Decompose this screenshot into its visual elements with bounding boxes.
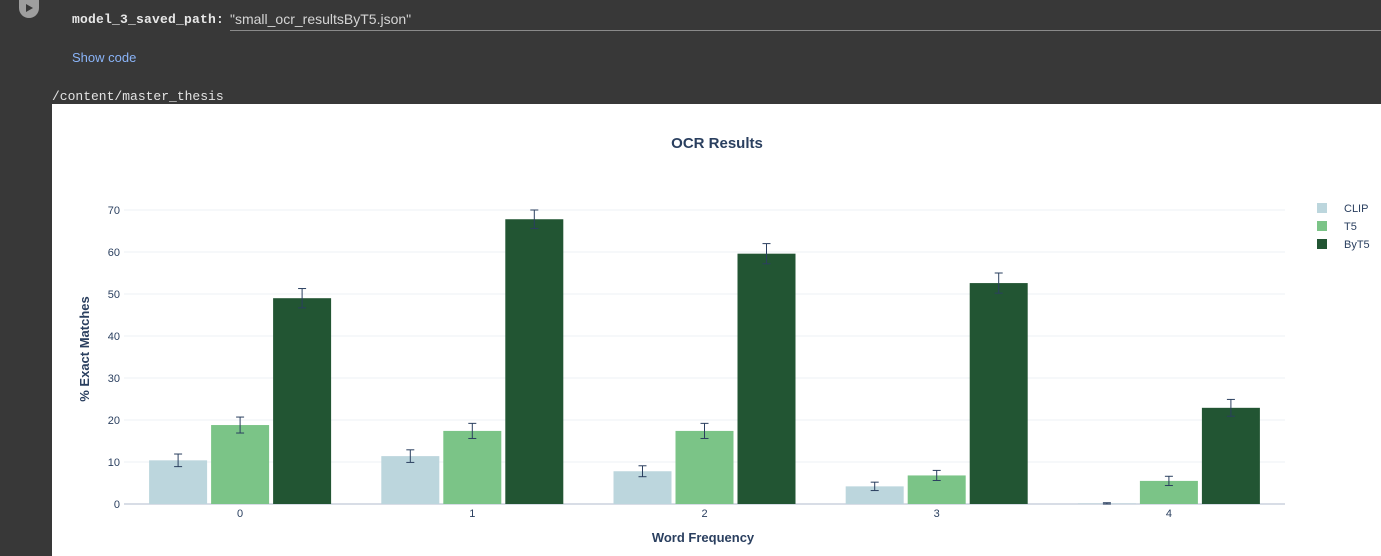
x-axis-title: Word Frequency	[652, 530, 755, 545]
play-icon	[26, 4, 33, 12]
output-text: /content/master_thesis	[52, 89, 224, 104]
y-axis-title: % Exact Matches	[77, 296, 92, 402]
y-tick-label: 40	[108, 331, 120, 343]
run-cell-button[interactable]	[19, 0, 39, 18]
param-label: model_3_saved_path:	[72, 12, 225, 27]
show-code-link[interactable]: Show code	[72, 50, 137, 65]
bar-byt5-4	[1201, 407, 1260, 504]
bar-byt5-1	[505, 219, 564, 504]
y-tick-label: 0	[114, 499, 120, 511]
model-path-input[interactable]: "small_ocr_resultsByT5.json"	[230, 8, 1381, 31]
chart-panel: 0 10 20 30 40 50 60 70 0 1 2 3 4 CLIP T5 ByT5 OCR Res…	[52, 104, 1381, 556]
y-tick-label: 60	[108, 247, 120, 259]
bar-clip-1	[381, 456, 440, 504]
bar-t5-2	[675, 430, 734, 504]
cell-gutter	[0, 0, 52, 556]
legend-item-byt5[interactable]: ByT5	[1317, 239, 1370, 251]
legend-swatch	[1317, 203, 1327, 213]
legend-label: T5	[1344, 221, 1357, 233]
x-tick-labels: 0 1 2 3 4	[237, 508, 1172, 520]
y-tick-label: 20	[108, 415, 120, 427]
bar-byt5-0	[273, 298, 332, 504]
legend-label: CLIP	[1344, 203, 1368, 215]
y-tick-label: 10	[108, 457, 120, 469]
x-tick-label: 2	[701, 508, 707, 520]
bar-t5-0	[211, 425, 270, 504]
x-tick-label: 4	[1166, 508, 1172, 520]
legend-item-clip[interactable]: CLIP	[1317, 203, 1368, 215]
x-tick-label: 0	[237, 508, 243, 520]
x-tick-label: 3	[934, 508, 940, 520]
bars	[149, 219, 1260, 504]
bar-clip-3	[845, 486, 904, 504]
legend-swatch	[1317, 239, 1327, 249]
y-tick-label: 70	[108, 205, 120, 217]
bar-t5-4	[1139, 480, 1198, 504]
param-form-row: model_3_saved_path: "small_ocr_resultsBy…	[72, 8, 1381, 32]
y-tick-labels: 0 10 20 30 40 50 60 70	[108, 205, 120, 511]
legend-swatch	[1317, 221, 1327, 231]
legend-label: ByT5	[1344, 239, 1370, 251]
bar-t5-1	[443, 430, 502, 504]
legend[interactable]: CLIP T5 ByT5	[1317, 203, 1370, 251]
error-bars	[174, 209, 1235, 505]
y-tick-label: 50	[108, 289, 120, 301]
x-tick-label: 1	[469, 508, 475, 520]
legend-item-t5[interactable]: T5	[1317, 221, 1357, 233]
bar-byt5-3	[969, 283, 1028, 504]
bar-chart: 0 10 20 30 40 50 60 70 0 1 2 3 4 CLIP T5 ByT5 OCR Res…	[77, 135, 1370, 545]
chart-title: OCR Results	[671, 135, 763, 152]
bar-byt5-2	[737, 253, 796, 504]
y-tick-label: 30	[108, 373, 120, 385]
bar-clip-0	[149, 460, 208, 504]
